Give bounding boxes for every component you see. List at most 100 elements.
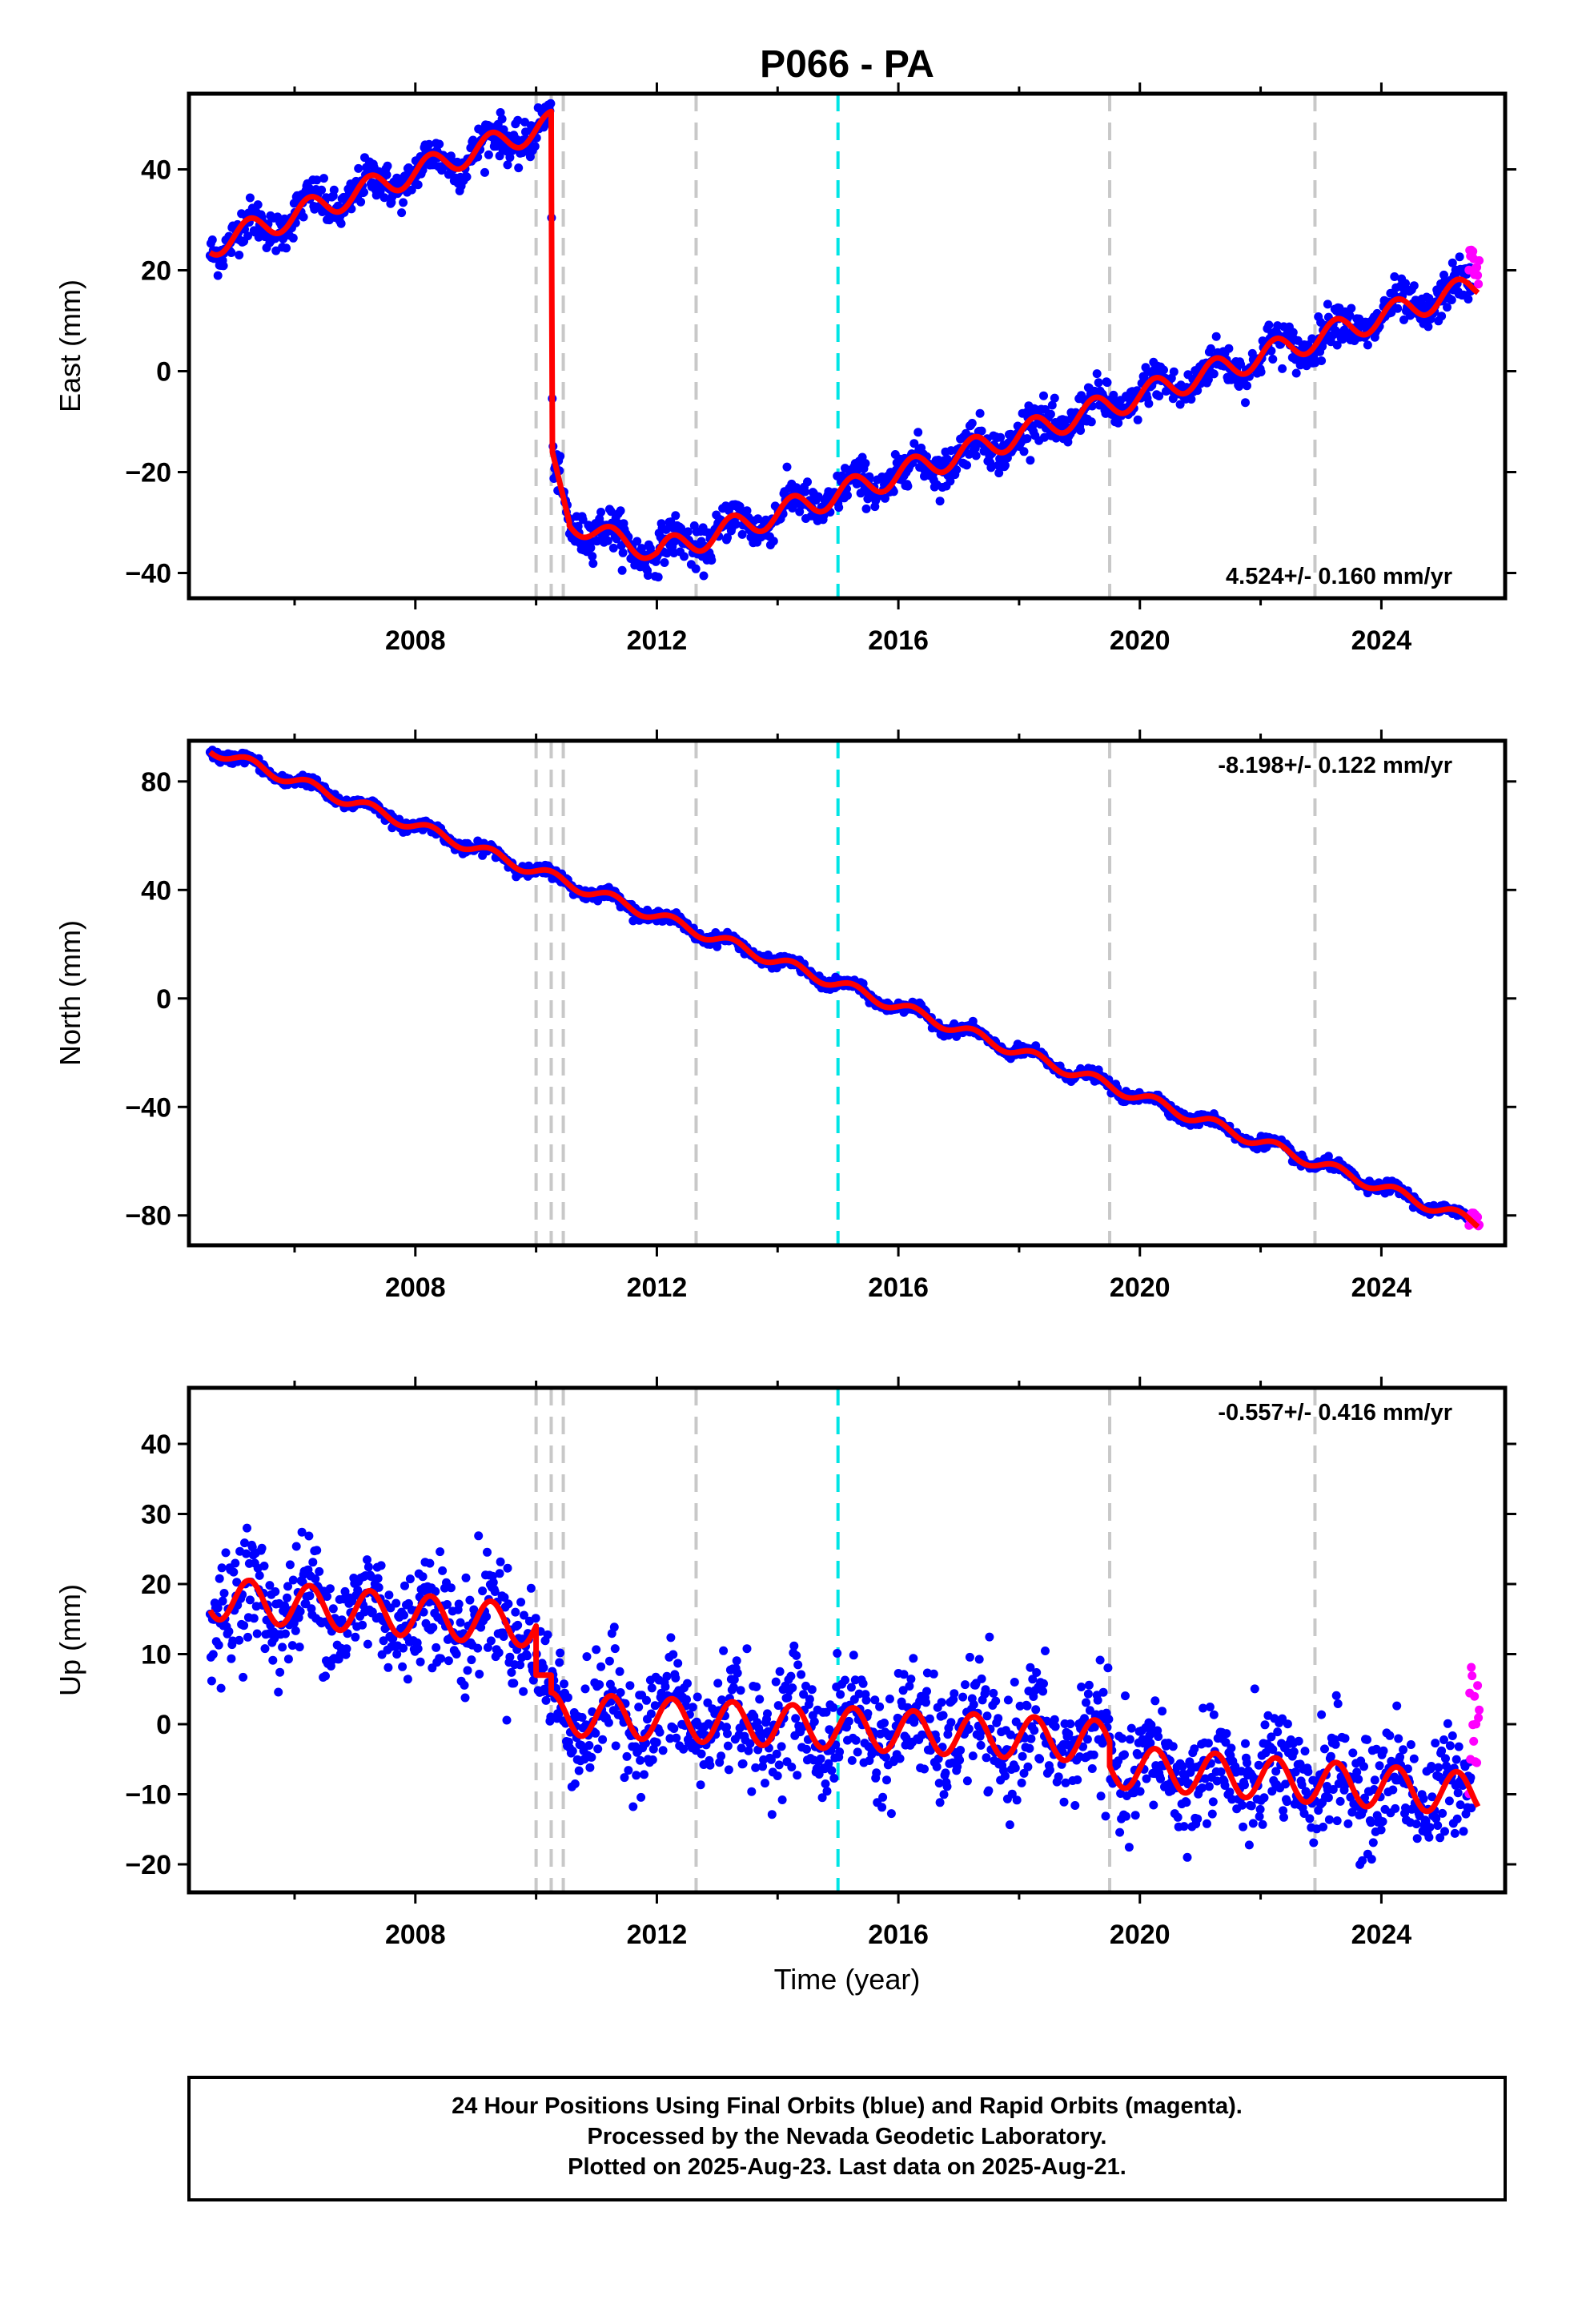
up-data-point: [418, 1572, 428, 1582]
up-data-point: [1399, 1745, 1408, 1755]
up-data-point: [1150, 1696, 1160, 1706]
up-data-point: [1059, 1797, 1069, 1807]
east-data-point: [1092, 369, 1102, 379]
up-data-point: [946, 1718, 956, 1727]
up-data-point: [1283, 1719, 1292, 1729]
up-data-point: [1142, 1774, 1151, 1783]
up-data-point: [1250, 1684, 1259, 1694]
up-data-point: [1467, 1803, 1476, 1813]
up-data-point: [937, 1698, 946, 1707]
up-data-point: [556, 1648, 565, 1658]
up-data-point: [255, 1570, 264, 1580]
north-y-tick-label: 40: [141, 875, 171, 906]
up-data-point: [683, 1679, 692, 1688]
east-data-point: [1267, 346, 1276, 356]
up-data-point: [1378, 1817, 1387, 1827]
up-data-point: [1352, 1767, 1362, 1777]
up-data-point: [771, 1677, 781, 1687]
up-data-point: [858, 1679, 868, 1688]
up-data-point: [507, 1667, 516, 1677]
up-data-point: [1433, 1821, 1443, 1830]
up-data-point: [766, 1755, 776, 1764]
up-data-point: [821, 1707, 831, 1717]
up-data-point: [886, 1809, 896, 1819]
figure-title: P066 - PA: [760, 43, 934, 86]
up-data-point: [863, 1709, 873, 1719]
up-data-point: [283, 1593, 291, 1602]
up-data-point: [774, 1760, 784, 1770]
east-data-point: [1437, 312, 1447, 321]
up-data-point: [650, 1701, 660, 1711]
up-data-point: [511, 1607, 520, 1617]
east-data-point: [1169, 367, 1178, 376]
up-data-point: [1419, 1794, 1428, 1803]
up-data-point: [767, 1810, 777, 1819]
up-data-point: [797, 1670, 806, 1679]
up-data-point: [1278, 1714, 1287, 1723]
up-data-point: [882, 1775, 891, 1785]
up-data-point: [1431, 1739, 1440, 1748]
up-data-point: [829, 1774, 839, 1783]
up-data-point: [519, 1687, 528, 1696]
east-data-point: [245, 193, 255, 203]
up-data-point: [1168, 1742, 1178, 1751]
up-data-point: [1050, 1722, 1060, 1731]
east-data-point: [935, 497, 945, 506]
up-data-point: [1370, 1775, 1379, 1785]
up-data-point: [991, 1696, 1001, 1706]
up-data-point: [1403, 1764, 1412, 1774]
up-data-point: [1328, 1785, 1338, 1794]
up-data-point: [460, 1680, 469, 1690]
up-data-point: [985, 1632, 994, 1642]
up-data-point: [563, 1693, 572, 1703]
up-data-point: [1045, 1765, 1054, 1775]
east-data-point: [1236, 360, 1246, 369]
up-data-point: [1303, 1767, 1313, 1776]
up-data-point: [1248, 1819, 1258, 1828]
east-data-point: [662, 549, 672, 558]
up-data-point: [373, 1574, 383, 1583]
east-data-point: [513, 115, 523, 125]
east-data-point: [1051, 433, 1061, 443]
east-data-point: [462, 172, 472, 182]
east-data-point: [843, 491, 852, 501]
up-data-point: [962, 1776, 972, 1786]
up-data-point: [1149, 1800, 1158, 1810]
up-data-point: [783, 1693, 793, 1703]
east-data-point: [1423, 322, 1433, 332]
east-data-point: [967, 419, 977, 428]
up-data-point: [1291, 1767, 1300, 1777]
east-data-point: [731, 520, 741, 529]
up-data-point: [221, 1548, 231, 1558]
up-data-point: [1193, 1814, 1203, 1823]
up-data-point: [747, 1787, 757, 1796]
east-rapid-point: [1468, 247, 1478, 256]
up-data-point: [736, 1686, 745, 1695]
east-data-point: [881, 493, 889, 503]
up-data-point: [1294, 1736, 1303, 1746]
up-data-point: [405, 1574, 415, 1584]
up-data-point: [1452, 1755, 1461, 1764]
up-data-point: [1115, 1827, 1125, 1837]
up-data-point: [304, 1531, 314, 1541]
east-data-point: [737, 529, 747, 539]
up-data-point: [1273, 1727, 1283, 1737]
up-data-point: [291, 1542, 301, 1551]
east-data-point: [617, 565, 627, 575]
up-data-point: [1146, 1720, 1156, 1730]
up-data-point: [312, 1546, 322, 1555]
east-data-point: [1154, 392, 1164, 400]
east-data-point: [235, 251, 244, 259]
up-data-point: [1267, 1732, 1276, 1742]
up-data-point: [729, 1683, 738, 1692]
up-data-point: [745, 1739, 755, 1748]
up-data-point: [1385, 1731, 1395, 1740]
east-rapid-point: [1475, 255, 1484, 265]
up-rapid-point: [1469, 1736, 1479, 1746]
up-data-point: [669, 1650, 678, 1659]
up-data-point: [1199, 1703, 1208, 1713]
up-data-point: [1227, 1795, 1237, 1804]
east-data-point: [612, 534, 621, 544]
up-data-point: [737, 1743, 746, 1753]
up-data-point: [968, 1751, 978, 1761]
